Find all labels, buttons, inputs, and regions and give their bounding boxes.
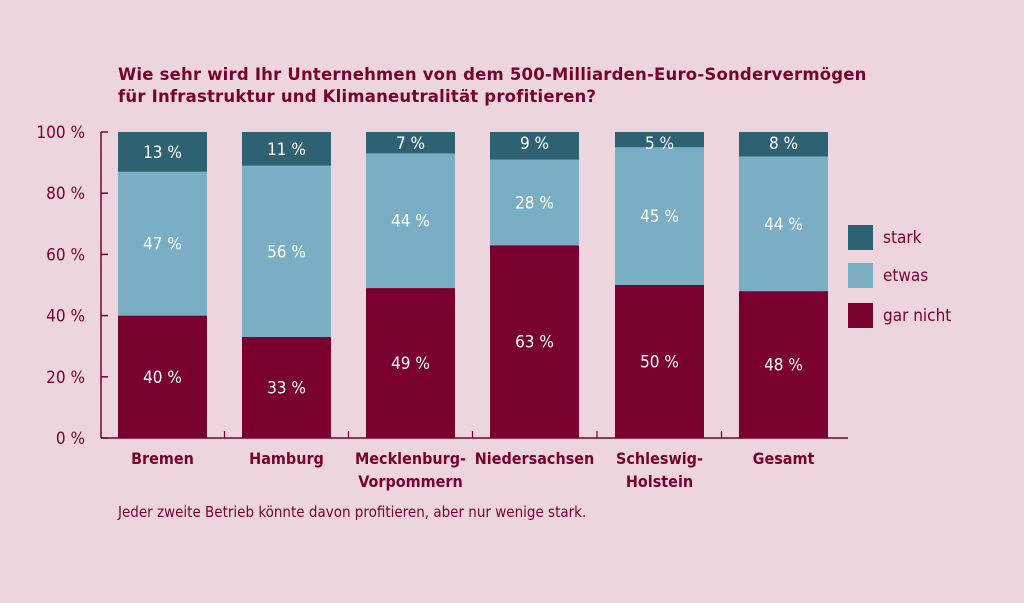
y-tick-label: 80 % [46, 184, 85, 204]
bar-segment-etwas [242, 165, 331, 338]
data-label: 44 % [764, 215, 803, 235]
legend-label: stark [883, 228, 922, 248]
x-tick-label: Holstein [626, 472, 693, 491]
data-label: 40 % [143, 368, 182, 388]
x-tick-label: Hamburg [249, 449, 324, 468]
bar-segment-etwas [490, 159, 579, 246]
bar-segment-gar-nicht [615, 285, 704, 438]
bar-segment-etwas [366, 153, 455, 289]
data-label: 45 % [640, 207, 679, 227]
y-tick-label: 20 % [46, 368, 85, 388]
chart-note: Jeder zweite Betrieb könnte davon profit… [118, 503, 587, 521]
legend-swatch [848, 303, 873, 328]
bar-segment-stark [118, 132, 207, 172]
data-label: 56 % [267, 242, 306, 262]
legend-swatch [848, 225, 873, 250]
data-label: 48 % [764, 356, 803, 376]
x-tick-label: Niedersachsen [475, 449, 595, 468]
data-label: 28 % [515, 193, 554, 213]
x-tick-label: Bremen [131, 449, 194, 468]
legend-label: gar nicht [883, 306, 951, 326]
data-label: 63 % [515, 333, 554, 353]
x-tick-label: Vorpommern [358, 472, 463, 491]
x-tick-label: Gesamt [753, 449, 815, 468]
bar-segment-gar-nicht [490, 245, 579, 438]
data-label: 8 % [769, 134, 798, 154]
bar-segment-stark [739, 132, 828, 157]
x-tick-label: Mecklenburg- [355, 449, 466, 468]
bar-segment-gar-nicht [739, 291, 828, 438]
data-label: 5 % [645, 134, 674, 154]
y-tick-label: 100 % [36, 123, 85, 143]
bar-segment-gar-nicht [366, 288, 455, 438]
chart-title: Wie sehr wird Ihr Unternehmen von dem 50… [118, 64, 867, 108]
bar-segment-stark [366, 132, 455, 154]
x-tick-label: Schleswig- [616, 449, 703, 468]
y-tick-label: 40 % [46, 307, 85, 327]
bar-segment-stark [615, 132, 704, 148]
legend-swatch [848, 263, 873, 288]
y-tick-label: 60 % [46, 245, 85, 265]
y-tick-label: 0 % [56, 429, 85, 449]
data-label: 50 % [640, 353, 679, 373]
bar-segment-gar-nicht [118, 315, 207, 438]
data-label: 9 % [520, 134, 549, 154]
data-label: 33 % [267, 379, 306, 399]
data-label: 49 % [391, 354, 430, 374]
bar-segment-etwas [118, 171, 207, 316]
data-label: 44 % [391, 212, 430, 232]
bar-segment-gar-nicht [242, 337, 331, 438]
bar-segment-stark [490, 132, 579, 160]
title-line-2: für Infrastruktur und Klimaneutralität p… [118, 87, 597, 106]
data-label: 11 % [267, 140, 306, 160]
data-label: 13 % [143, 143, 182, 163]
data-label: 7 % [396, 134, 425, 154]
title-line-1: Wie sehr wird Ihr Unternehmen von dem 50… [118, 65, 867, 84]
legend-label: etwas [883, 266, 928, 286]
bar-segment-etwas [615, 147, 704, 285]
bar-segment-etwas [739, 156, 828, 292]
bar-segment-stark [242, 132, 331, 166]
data-label: 47 % [143, 235, 182, 255]
